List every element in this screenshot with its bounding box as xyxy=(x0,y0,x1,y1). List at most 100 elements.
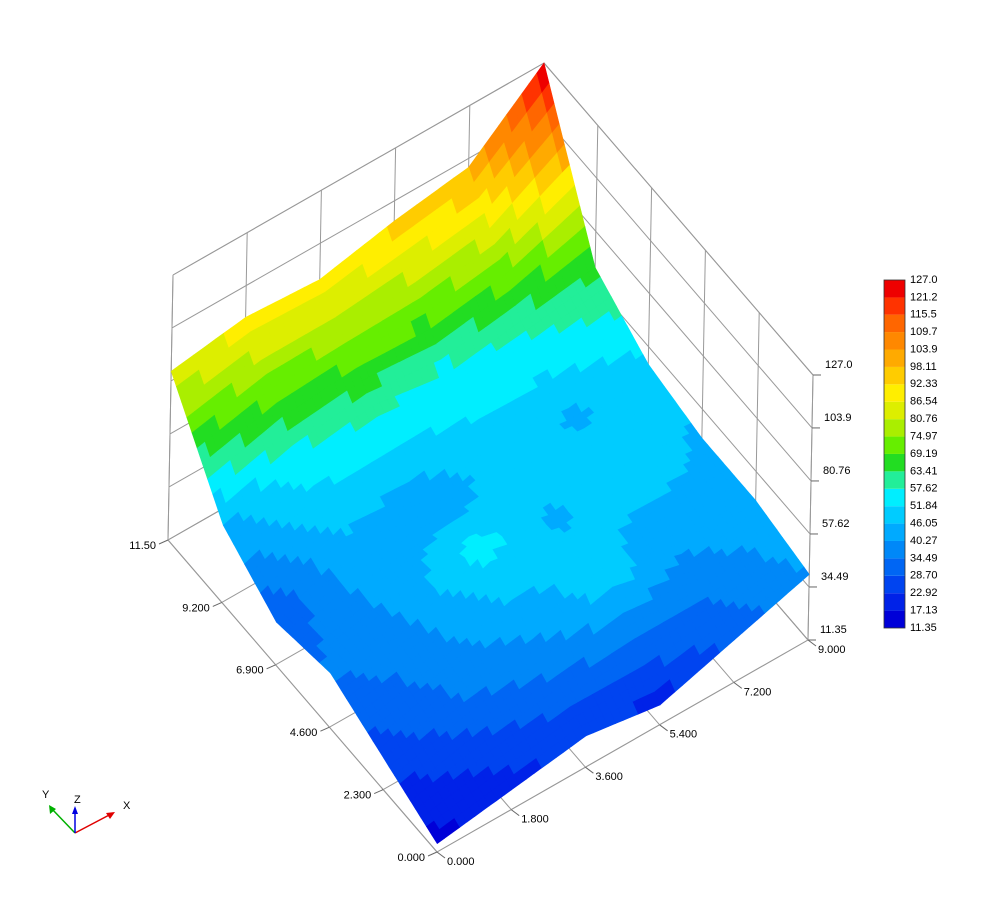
z-tick-label: 34.49 xyxy=(821,571,849,583)
colorbar-label: 121.2 xyxy=(910,291,938,303)
colorbar-swatch xyxy=(884,506,905,524)
colorbar-label: 109.7 xyxy=(910,326,938,338)
y-tick-label: 0.000 xyxy=(397,852,425,864)
colorbar-swatch xyxy=(884,593,905,611)
surface-cell xyxy=(371,374,501,515)
x-tick xyxy=(436,851,446,859)
surface-cell xyxy=(573,363,703,470)
colorbar-label: 11.35 xyxy=(910,622,937,634)
y-tick-label: 9.200 xyxy=(182,602,210,614)
y-tick xyxy=(158,539,169,545)
colorbar-swatch xyxy=(884,384,905,402)
colorbar-label: 46.05 xyxy=(910,517,938,529)
colorbar-swatch xyxy=(884,419,905,437)
triad-y-label: Y xyxy=(42,789,50,801)
colorbar: 11.35 17.13 22.92 28.70 34.49 40.27 46.05 51.84… xyxy=(883,274,938,634)
colorbar-swatch xyxy=(884,314,905,333)
x-tick-label: 3.600 xyxy=(595,771,623,783)
surface xyxy=(170,62,810,845)
colorbar-label: 63.41 xyxy=(910,465,938,477)
y-tick xyxy=(427,851,438,857)
z-tick-label: 11.35 xyxy=(820,624,847,636)
x-tick xyxy=(733,682,743,689)
colorbar-label: 103.9 xyxy=(910,343,938,355)
surface-cell xyxy=(350,514,481,620)
colorbar-swatch xyxy=(884,540,905,559)
z-tick-label: 103.9 xyxy=(824,412,852,424)
triad-x-label: X xyxy=(123,800,131,812)
surface-cell xyxy=(499,417,629,524)
x-tick xyxy=(659,724,668,732)
surface-cell xyxy=(458,638,587,791)
x-tick xyxy=(807,639,817,647)
grid-line xyxy=(541,168,812,482)
axes: 0.000 1.800 3.600 5.400 7.200 9.000 0.000 2.300… xyxy=(129,359,852,868)
grid-line xyxy=(172,62,545,276)
colorbar-label: 28.70 xyxy=(910,570,938,582)
x-tick-label: 7.200 xyxy=(744,686,772,698)
x-tick xyxy=(585,766,594,774)
z-tick-label: 57.62 xyxy=(822,518,850,530)
colorbar-label: 127.0 xyxy=(910,274,938,286)
x-arrowhead xyxy=(106,812,115,819)
colorbar-swatch xyxy=(884,366,905,385)
grid-line xyxy=(436,639,809,853)
y-arrow xyxy=(50,807,76,834)
surface-facet xyxy=(431,829,446,845)
surface-cell xyxy=(170,316,299,526)
surface-cell xyxy=(245,279,373,461)
colorbar-swatch xyxy=(884,297,905,315)
surface-cell xyxy=(468,62,596,322)
z-tick-label: 127.0 xyxy=(825,359,853,371)
z-tick-label: 80.76 xyxy=(823,465,851,477)
colorbar-swatch xyxy=(884,558,905,576)
surface-cell xyxy=(319,220,447,407)
colorbar-label: 34.49 xyxy=(910,552,938,564)
grid-line xyxy=(807,374,814,641)
x-tick-label: 1.800 xyxy=(521,814,549,826)
surface-cell xyxy=(445,320,575,450)
x-tick-label: 5.400 xyxy=(670,729,698,741)
grid-line xyxy=(167,539,438,853)
colorbar-swatch xyxy=(884,575,905,594)
y-tick xyxy=(266,664,276,670)
surface-cell xyxy=(383,692,512,845)
surface-cell xyxy=(520,267,649,419)
y-tick-label: 4.600 xyxy=(290,727,318,739)
surface-cell xyxy=(275,544,406,674)
colorbar-label: 74.97 xyxy=(910,430,938,442)
surface-cell xyxy=(424,448,555,543)
colorbar-swatch xyxy=(884,453,905,472)
colorbar-label: 115.5 xyxy=(910,309,937,321)
colorbar-swatch xyxy=(884,523,905,541)
surface-cell xyxy=(553,468,682,575)
colorbar-label: 80.76 xyxy=(910,413,938,425)
y-tick-label: 11.50 xyxy=(129,540,156,552)
z-arrowhead xyxy=(72,806,78,814)
surface-cell xyxy=(393,166,522,376)
x-tick-label: 9.000 xyxy=(818,644,846,656)
colorbar-label: 92.33 xyxy=(910,378,938,390)
colorbar-swatch xyxy=(884,332,905,350)
colorbar-swatch xyxy=(884,488,905,507)
colorbar-swatch xyxy=(884,349,905,367)
triad-z-label: Z xyxy=(74,794,81,806)
surface-cell xyxy=(680,500,810,641)
colorbar-label: 98.11 xyxy=(910,361,937,373)
colorbar-label: 22.92 xyxy=(910,587,938,599)
surface-cell xyxy=(627,437,757,555)
x-tick xyxy=(510,809,520,816)
y-tick xyxy=(320,726,330,732)
colorbar-swatch xyxy=(884,471,905,489)
surface-cell xyxy=(479,522,608,640)
y-tick-label: 6.900 xyxy=(236,665,264,677)
axis-triad: X Y Z xyxy=(42,789,131,834)
colorbar-label: 69.19 xyxy=(910,448,938,460)
surface-cell xyxy=(532,573,661,737)
grid-line xyxy=(543,62,814,376)
colorbar-swatch xyxy=(884,401,905,420)
surface-cell xyxy=(404,541,534,694)
grid-line xyxy=(542,115,813,429)
